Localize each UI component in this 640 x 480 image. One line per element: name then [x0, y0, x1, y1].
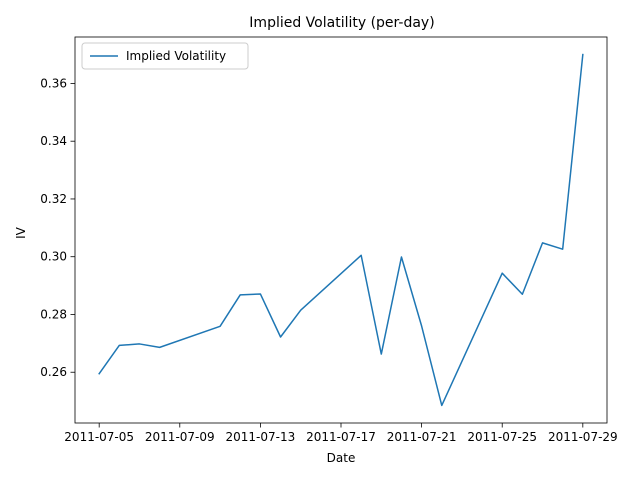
x-tick-label: 2011-07-17	[306, 430, 376, 444]
y-tick-label: 0.36	[40, 76, 67, 90]
y-tick-label: 0.32	[40, 192, 67, 206]
x-tick-label: 2011-07-09	[145, 430, 215, 444]
y-tick-label: 0.26	[40, 365, 67, 379]
x-tick-label: 2011-07-13	[226, 430, 296, 444]
legend: Implied Volatility	[81, 42, 249, 70]
x-axis-label: Date	[327, 451, 356, 465]
x-tick-label: 2011-07-25	[467, 430, 537, 444]
y-tick-label: 0.30	[40, 250, 67, 264]
chart-title: Implied Volatility (per-day)	[249, 15, 434, 31]
legend-label: Implied Volatility	[126, 49, 226, 63]
series-line-0	[98, 53, 584, 407]
y-tick-label: 0.28	[40, 307, 67, 321]
y-tick-label: 0.34	[40, 134, 67, 148]
x-tick-label: 2011-07-29	[548, 430, 618, 444]
plot-area: 2011-07-05 2011-07-09 2011-07-13 2011-07-17…	[40, 36, 618, 444]
y-axis-label: IV	[14, 226, 28, 239]
legend-box	[81, 42, 249, 70]
x-tick-label: 2011-07-05	[64, 430, 134, 444]
x-tick-label: 2011-07-21	[387, 430, 457, 444]
